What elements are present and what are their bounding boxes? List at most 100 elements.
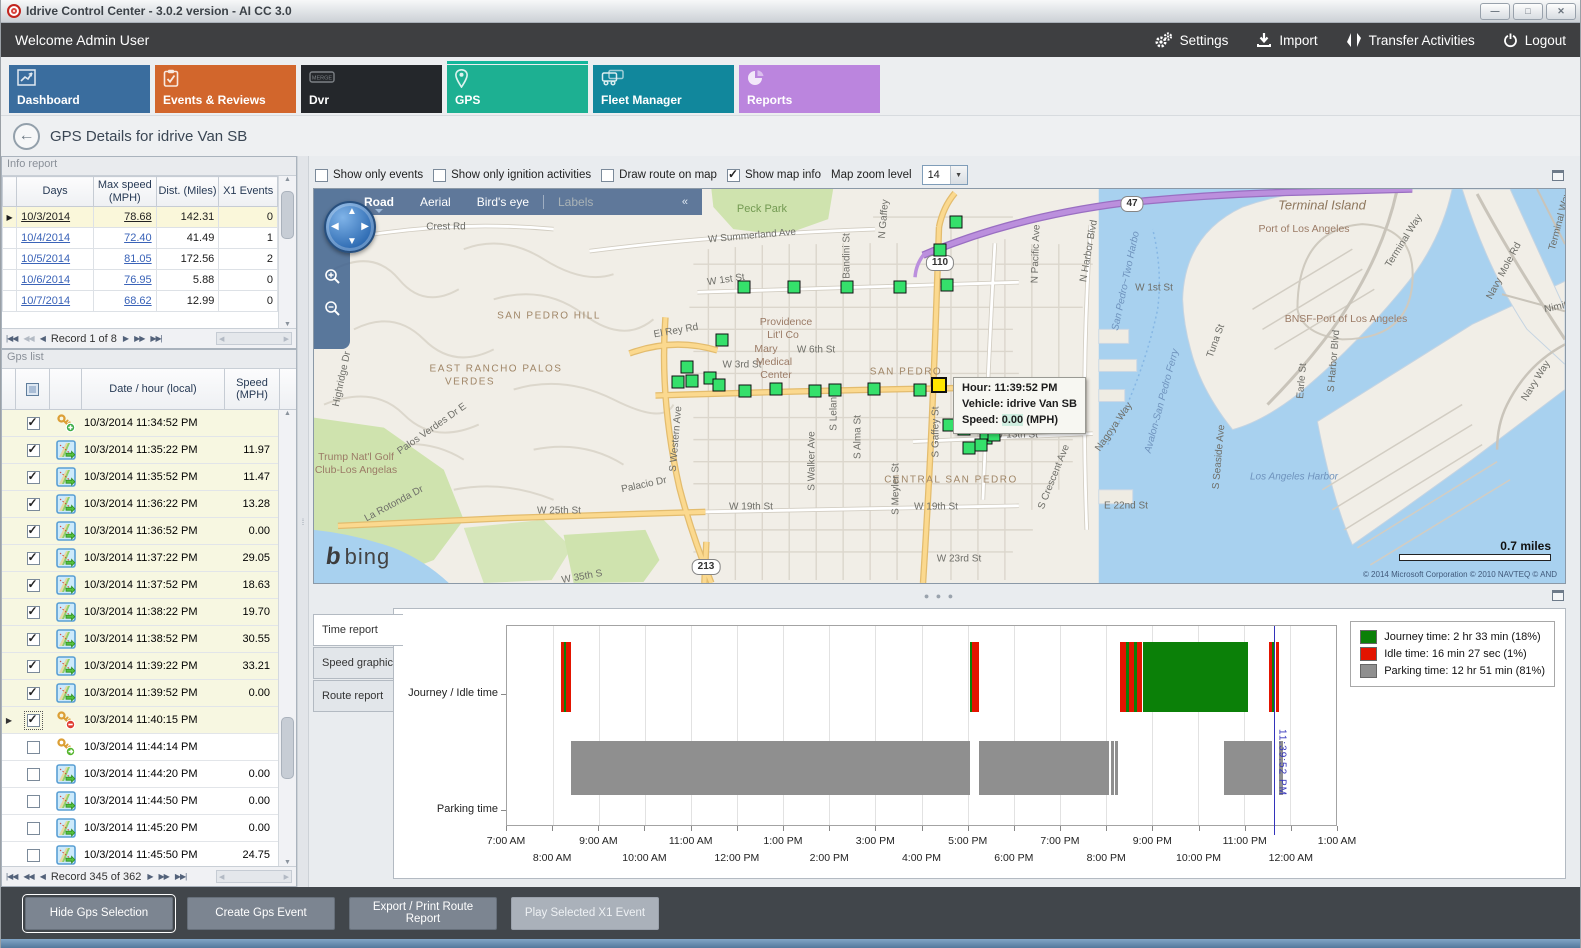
horizontal-splitter[interactable]: ● ● ● <box>313 584 1566 608</box>
checkbox[interactable] <box>726 167 740 182</box>
close-button[interactable]: ✕ <box>1546 2 1576 20</box>
prev-page-icon[interactable]: ◀ <box>39 872 46 881</box>
map-view-road[interactable]: Road <box>364 195 394 209</box>
horizontal-scrollbar[interactable]: ◀ ▶ <box>216 332 292 345</box>
scrollbar-thumb[interactable] <box>281 191 294 239</box>
export-print-route-report-button[interactable]: Export / Print Route Report <box>349 896 497 930</box>
select-all-checkbox[interactable] <box>26 382 39 396</box>
gps-list-row[interactable]: 10/3/2014 11:37:52 PM 18.63 <box>2 572 278 599</box>
gps-marker[interactable] <box>828 383 842 397</box>
next-page-icon[interactable]: ▶ <box>147 872 153 881</box>
gps-marker[interactable] <box>769 382 783 396</box>
gps-marker[interactable] <box>680 360 694 374</box>
gps-marker[interactable] <box>893 280 907 294</box>
prev-page-icon[interactable]: ◀ <box>39 334 46 343</box>
info-col-header[interactable]: Days <box>16 175 94 208</box>
toolbar-action-settings[interactable]: Settings <box>1154 31 1228 49</box>
row-checkbox[interactable] <box>26 550 40 565</box>
next-page-icon[interactable]: ▶ <box>122 334 129 343</box>
gps-marker[interactable] <box>738 384 752 398</box>
pan-down-icon[interactable]: ▼ <box>347 236 357 247</box>
max-speed-link[interactable]: 78.68 <box>124 211 152 224</box>
gps-marker[interactable] <box>787 280 801 294</box>
scroll-down-icon[interactable]: ▼ <box>284 321 291 328</box>
row-checkbox[interactable] <box>26 469 40 484</box>
gps-list-row[interactable]: 10/3/2014 11:39:22 PM 33.21 <box>2 653 278 680</box>
map-option-draw-route-on-map[interactable]: Draw route on map <box>601 168 717 182</box>
panel-toggle-icon[interactable] <box>1552 590 1564 601</box>
row-checkbox[interactable] <box>26 523 40 538</box>
gps-marker[interactable] <box>949 215 963 229</box>
row-checkbox[interactable] <box>26 496 40 511</box>
info-report-row[interactable]: 10/7/2014 68.62 12.99 0 <box>1 290 278 313</box>
row-checkbox[interactable] <box>26 740 40 754</box>
map-option-show-only-ignition-activities[interactable]: Show only ignition activities <box>433 168 591 182</box>
gps-list-row[interactable]: 10/3/2014 11:36:52 PM 0.00 <box>2 518 278 545</box>
max-speed-link[interactable]: 81.05 <box>124 253 152 266</box>
row-checkbox[interactable] <box>26 604 40 619</box>
info-col-header[interactable]: Dist. (Miles) <box>155 175 220 208</box>
day-link[interactable]: 10/6/2014 <box>21 274 71 287</box>
gps-marker[interactable] <box>840 280 854 294</box>
map-option-show-map-info[interactable]: Show map info <box>726 167 821 182</box>
info-col-header[interactable]: Max speed (MPH) <box>92 175 157 208</box>
gps-list-row[interactable]: 10/3/2014 11:39:52 PM 0.00 <box>2 680 278 707</box>
pan-left-icon[interactable]: ◀ <box>331 221 339 232</box>
gps-list-row[interactable]: 10/3/2014 11:38:22 PM 19.70 <box>2 599 278 626</box>
row-checkbox[interactable] <box>23 710 43 730</box>
gps-marker[interactable] <box>712 378 726 392</box>
chart-tab-route-report[interactable]: Route report <box>313 680 393 712</box>
gps-marker[interactable] <box>737 280 751 294</box>
row-checkbox[interactable] <box>26 415 40 430</box>
pan-right-icon[interactable]: ▶ <box>361 221 369 232</box>
max-speed-link[interactable]: 76.95 <box>124 274 152 287</box>
gps-list-row[interactable]: ▶ 10/3/2014 11:40:15 PM <box>2 707 278 734</box>
max-speed-link[interactable]: 68.62 <box>124 295 152 308</box>
gps-marker[interactable] <box>685 374 699 388</box>
chart-tab-time-report[interactable]: Time report <box>313 614 403 646</box>
row-checkbox[interactable] <box>26 767 40 781</box>
horizontal-scrollbar[interactable]: ◀ ▶ <box>216 870 292 883</box>
scrollbar-thumb[interactable] <box>281 717 294 779</box>
tab-dvr[interactable]: MERGE Dvr <box>301 65 442 113</box>
tab-gps[interactable]: GPS <box>447 61 588 113</box>
day-link[interactable]: 10/4/2014 <box>21 232 71 245</box>
row-checkbox[interactable] <box>26 685 40 700</box>
map-zoom-out-button[interactable] <box>321 297 343 319</box>
collapse-icon[interactable]: « <box>681 196 688 208</box>
gps-list-row[interactable]: 10/3/2014 11:34:52 PM <box>2 410 278 437</box>
row-checkbox[interactable] <box>26 848 40 862</box>
scroll-up-icon[interactable]: ▲ <box>284 176 291 183</box>
gps-marker[interactable] <box>913 383 927 397</box>
first-page-icon[interactable]: |◀◀ <box>6 334 18 343</box>
tab-fleet-manager[interactable]: Fleet Manager <box>593 65 734 113</box>
map-compass-control[interactable]: ▲ ▼ ◀ ▶ <box>324 201 376 253</box>
chart-tab-speed-graphic[interactable]: Speed graphic <box>313 647 393 679</box>
gps-marker[interactable] <box>671 375 685 389</box>
gps-list-scrollbar[interactable]: ▲ ▼ <box>278 410 296 866</box>
day-link[interactable]: 10/3/2014 <box>21 211 71 224</box>
last-page-icon[interactable]: ▶▶| <box>174 872 187 881</box>
gps-list-row[interactable]: 10/3/2014 11:44:50 PM 0.00 <box>2 788 278 815</box>
hide-gps-selection-button[interactable]: Hide Gps Selection <box>22 893 176 933</box>
scroll-down-icon[interactable]: ▼ <box>284 859 291 866</box>
prev-fast-icon[interactable]: ◀◀ <box>23 334 34 343</box>
gps-list-row[interactable]: 10/3/2014 11:44:14 PM <box>2 734 278 761</box>
gps-list-row[interactable]: 10/3/2014 11:36:22 PM 13.28 <box>2 491 278 518</box>
gps-marker[interactable] <box>715 333 729 347</box>
last-page-icon[interactable]: ▶▶| <box>150 334 162 343</box>
toolbar-action-logout[interactable]: Logout <box>1503 33 1566 48</box>
map-option-show-only-events[interactable]: Show only events <box>315 168 423 182</box>
pan-up-icon[interactable]: ▲ <box>347 206 357 217</box>
map-zoom-level-select[interactable]: 14 ▼ <box>921 165 968 185</box>
gps-list-row[interactable]: 10/3/2014 11:45:20 PM 0.00 <box>2 815 278 842</box>
gps-list-row[interactable]: 10/3/2014 11:35:52 PM 11.47 <box>2 464 278 491</box>
day-link[interactable]: 10/5/2014 <box>21 253 71 266</box>
vertical-splitter[interactable]: ⁞ <box>297 156 309 887</box>
day-link[interactable]: 10/7/2014 <box>21 295 71 308</box>
gps-list-row[interactable]: 10/3/2014 11:37:22 PM 29.05 <box>2 545 278 572</box>
gps-marker[interactable] <box>974 438 988 452</box>
info-report-row[interactable]: 10/6/2014 76.95 5.88 0 <box>1 269 278 292</box>
minimize-button[interactable]: — <box>1480 2 1510 20</box>
gps-list-row[interactable]: 10/3/2014 11:35:22 PM 11.97 <box>2 437 278 464</box>
